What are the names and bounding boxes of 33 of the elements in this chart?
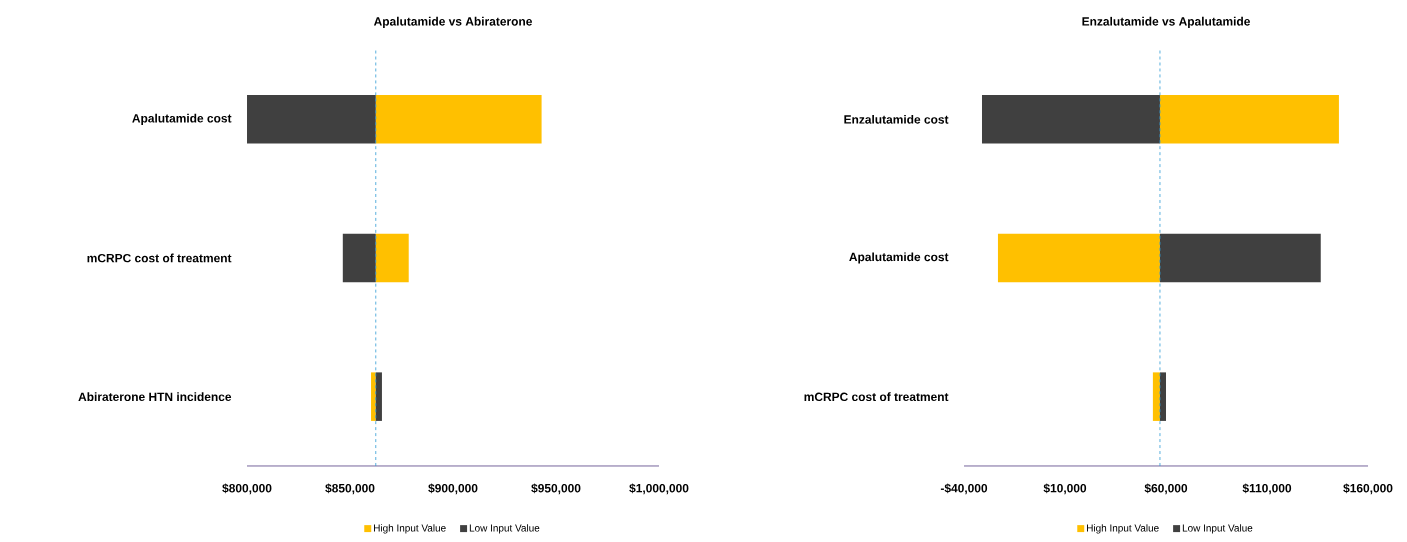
x-tick-label: $110,000 [1242, 483, 1292, 495]
x-tick-label: $900,000 [428, 483, 478, 495]
x-tick-label: $60,000 [1144, 483, 1188, 495]
chart-title: Apalutamide vs Abiraterone [373, 16, 532, 29]
x-tick-label: -$40,000 [940, 483, 988, 495]
legend-label: Low Input Value [469, 524, 540, 534]
y-tick-label: Apalutamide cost [132, 113, 232, 125]
x-tick-label: $160,000 [1343, 483, 1393, 495]
bar [375, 372, 382, 421]
bar [247, 95, 376, 144]
bar [997, 233, 1160, 283]
bar [1152, 372, 1160, 421]
legend-label: High Input Value [1087, 524, 1159, 534]
chart-title: Enzalutamide vs Apalutamide [1082, 16, 1250, 29]
bar [375, 95, 542, 144]
legend-label: High Input Value [374, 524, 446, 534]
x-tick-label: $10,000 [1043, 483, 1087, 495]
legend-label: Low Input Value [1182, 524, 1253, 534]
bar [375, 233, 409, 283]
x-tick-label: $950,000 [531, 483, 581, 495]
bar [342, 233, 376, 283]
y-tick-label: mCRPC cost of treatment [87, 253, 232, 263]
bar [1159, 372, 1167, 421]
y-tick-label: Apalutamide cost [849, 252, 949, 264]
x-tick-label: $850,000 [325, 483, 375, 495]
y-tick-label: Abiraterone HTN incidence [78, 392, 232, 402]
y-tick-label: mCRPC cost of treatment [804, 392, 949, 402]
x-tick-label: $800,000 [222, 483, 272, 495]
y-tick-label: Enzalutamide cost [844, 114, 949, 124]
x-tick-label: $1,000,000 [629, 483, 689, 495]
bar [1159, 95, 1339, 144]
bar [982, 95, 1160, 144]
bar [1159, 233, 1321, 283]
